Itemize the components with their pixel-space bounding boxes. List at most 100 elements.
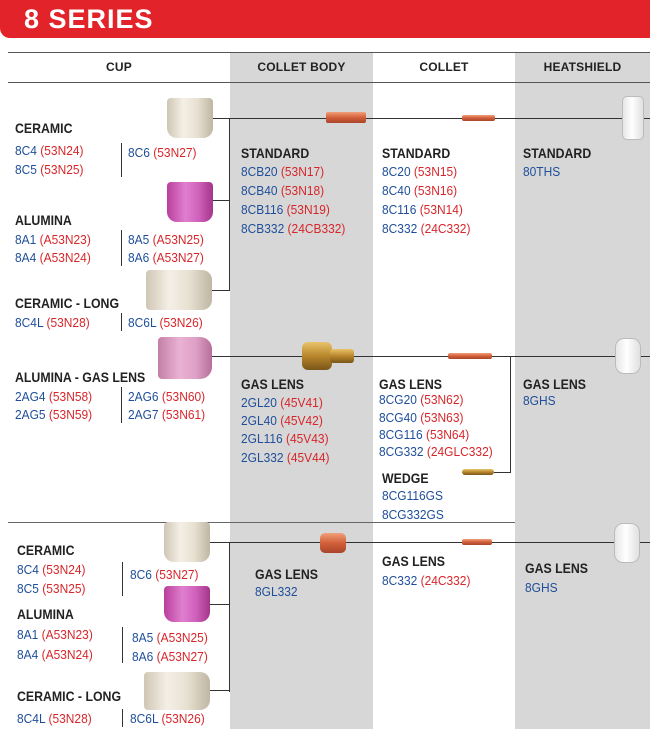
- divider: [121, 313, 122, 331]
- alumina-label: ALUMINA: [17, 606, 74, 622]
- part-code: 8CG116 (53N64): [379, 427, 469, 442]
- part-code: 8C116 (53N14): [382, 202, 463, 217]
- part-code: 2AG6 (53N60): [128, 389, 205, 404]
- assembly-line: [210, 118, 650, 119]
- cross-reference-number: (53N27): [155, 567, 199, 582]
- cross-reference-number: (A53N27): [152, 250, 204, 265]
- cup-connector: [210, 604, 230, 605]
- part-number: 8C6L: [128, 315, 157, 330]
- assembly-line: [210, 542, 650, 543]
- part-code: 8C6 (53N27): [128, 145, 196, 160]
- part-number: 8C5: [15, 162, 37, 177]
- ceramic-long-cup-image: [146, 270, 212, 310]
- ceramic-long-cup-image: [144, 672, 210, 710]
- part-number: 8CG20: [379, 392, 417, 407]
- part-number: 8C4L: [15, 315, 44, 330]
- cross-reference-number: (53N60): [161, 389, 206, 404]
- cross-reference-number: (53N19): [286, 202, 330, 217]
- part-code: 8C4L (53N28): [15, 315, 90, 330]
- cross-reference-number: (45V42): [280, 413, 323, 428]
- cross-reference-number: (53N28): [48, 711, 92, 726]
- part-number: 2AG6: [128, 389, 159, 404]
- alumina-cup-image: [167, 182, 213, 222]
- collet-image: [462, 539, 492, 545]
- cross-reference-number: (53N59): [48, 407, 93, 422]
- cross-reference-number: (A53N25): [152, 232, 204, 247]
- part-number: 2GL332: [241, 450, 284, 465]
- part-number: 2AG7: [128, 407, 159, 422]
- part-code: 8C332 (24C332): [382, 573, 470, 588]
- alumina-gas-lens-label: ALUMINA - GAS LENS: [15, 369, 146, 385]
- gas-lens-body-image: [302, 342, 332, 370]
- part-number: 2AG5: [15, 407, 46, 422]
- part-number: 2GL116: [241, 431, 283, 446]
- part-code: 8CG20 (53N62): [379, 392, 463, 407]
- part-code: 8CG40 (53N63): [379, 410, 463, 425]
- part-code: 8A1 (A53N23): [15, 232, 91, 247]
- ceramic-cup-image: [164, 522, 210, 562]
- collet-body-column: [230, 52, 373, 729]
- part-number: 8C4: [15, 143, 37, 158]
- part-number: 8C4: [17, 562, 39, 577]
- cross-reference-number: (24GLC332): [426, 444, 493, 459]
- divider: [121, 387, 122, 423]
- part-code: 8CG332 (24GLC332): [379, 444, 493, 459]
- header-cup: CUP: [106, 60, 132, 74]
- collet-gas-lens-label: GAS LENS: [379, 376, 442, 392]
- cross-reference-number: (A53N23): [41, 627, 93, 642]
- cross-reference-number: (53N24): [42, 562, 86, 577]
- part-number: 8CG116: [379, 427, 423, 442]
- part-code: 8CG116GS: [382, 488, 443, 503]
- gas-lens-collet-image: [448, 353, 492, 359]
- alumina-label: ALUMINA: [15, 212, 72, 228]
- cross-reference-number: (A53N23): [39, 232, 91, 247]
- ceramic-long-label: CERAMIC - LONG: [15, 295, 120, 311]
- part-code: 8A4 (A53N24): [15, 250, 91, 265]
- part-code: 8A6 (A53N27): [132, 649, 208, 664]
- part-code: 8C5 (53N25): [15, 162, 83, 177]
- wedge-bracket-line: [510, 356, 511, 472]
- cup-bracket-line: [229, 118, 230, 290]
- part-code: 2AG7 (53N61): [128, 407, 205, 422]
- cross-reference-number: (53N18): [280, 183, 325, 198]
- part-code: 8CB332 (24CB332): [241, 221, 345, 236]
- part-code: 8CG332GS: [382, 507, 444, 522]
- part-code: 2GL332 (45V44): [241, 450, 329, 465]
- part-number: 2GL40: [241, 413, 277, 428]
- part-number: 8CG40: [379, 410, 417, 425]
- collet-body-standard-label: STANDARD: [241, 145, 310, 161]
- divider: [122, 562, 123, 596]
- collet-standard-label: STANDARD: [382, 145, 451, 161]
- part-code: 8C40 (53N16): [382, 183, 457, 198]
- part-number: 8CB116: [241, 202, 284, 217]
- cross-reference-number: (53N28): [46, 315, 90, 330]
- cross-reference-number: (24C332): [420, 221, 471, 236]
- part-code: 8C6L (53N26): [128, 315, 203, 330]
- heatshield-standard-label: STANDARD: [523, 145, 592, 161]
- part-code: 8A1 (A53N23): [17, 627, 93, 642]
- cross-reference-number: (53N63): [420, 410, 464, 425]
- gas-lens-heatshield-image: [614, 523, 640, 563]
- header-heatshield: HEATSHIELD: [543, 60, 622, 74]
- cross-reference-number: (24C332): [420, 573, 471, 588]
- cross-reference-number: (45V44): [286, 450, 330, 465]
- cross-reference-number: (53N24): [40, 143, 84, 158]
- part-code: 80THS: [523, 164, 561, 179]
- cup-connector: [212, 200, 230, 201]
- divider: [122, 627, 123, 663]
- cross-reference-number: (A53N24): [39, 250, 91, 265]
- part-code: 8C20 (53N15): [382, 164, 457, 179]
- collet-gas-lens-label: GAS LENS: [382, 553, 445, 569]
- part-number: 8CB332: [241, 221, 285, 236]
- alumina-cup-image: [164, 586, 210, 622]
- part-number: 8CG332: [379, 444, 424, 459]
- part-code: 2AG4 (53N58): [15, 389, 92, 404]
- part-number: 8C20: [382, 164, 411, 179]
- part-code: 8C5 (53N25): [17, 581, 85, 596]
- alumina-gas-lens-cup-image: [158, 337, 212, 379]
- part-number: 8A5: [132, 630, 154, 645]
- cup-connector: [210, 690, 230, 691]
- part-number: 8CB20: [241, 164, 278, 179]
- part-code: 8C6 (53N27): [130, 567, 198, 582]
- part-code: 2GL40 (45V42): [241, 413, 323, 428]
